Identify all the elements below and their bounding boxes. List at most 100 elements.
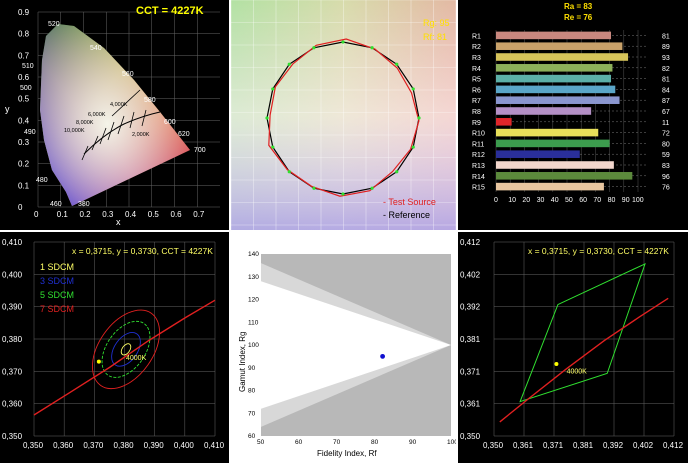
hue-bin-marker bbox=[341, 192, 345, 196]
cie-y-tick: 0.1 bbox=[18, 181, 30, 190]
bin-x-tick: 0,350 bbox=[483, 441, 504, 450]
sdcm-y-tick-labels: 0,410 0,400 0,390 0,380 0,370 0,360 0,350 bbox=[2, 238, 23, 441]
bar-value-label: 96 bbox=[662, 174, 670, 181]
rf-rg-y-tick: 90 bbox=[248, 365, 256, 372]
bar-category-label: R2 bbox=[472, 44, 481, 51]
cri-bar bbox=[496, 139, 610, 148]
wl-380: 380 bbox=[78, 201, 90, 208]
wl-460: 460 bbox=[50, 201, 62, 208]
sdcm-legend-7: 7 SDCM bbox=[40, 304, 74, 314]
rf-rg-x-tick: 90 bbox=[409, 439, 417, 446]
bar-category-label: R7 bbox=[472, 98, 481, 105]
bar-value-label: 72 bbox=[662, 131, 670, 138]
bar-value-label: 11 bbox=[662, 120, 669, 127]
hue-bin-marker bbox=[370, 46, 374, 50]
bar-value-label: 89 bbox=[662, 44, 670, 51]
rf-rg-x-tick: 50 bbox=[257, 439, 265, 446]
sdcm-y-tick: 0,400 bbox=[2, 270, 23, 279]
cri-bar bbox=[496, 64, 613, 72]
cct-scale-labels: 4,000K 6,000K 8,000K 10,000K 2,000K bbox=[64, 102, 150, 138]
bin-x-tick-labels: 0,350 0,361 0,371 0,381 0,392 0,402 0,412 bbox=[483, 441, 684, 450]
sdcm-x-tick: 0,400 bbox=[174, 441, 195, 450]
wl-490: 490 bbox=[24, 129, 36, 136]
rf-rg-y-tick: 80 bbox=[248, 388, 256, 395]
cie-x-tick: 0.2 bbox=[80, 210, 92, 219]
cct-label-10000k: 10,000K bbox=[64, 128, 85, 134]
wl-700: 700 bbox=[194, 147, 206, 154]
bar-value-label: 80 bbox=[662, 141, 670, 148]
bar-category-label: R5 bbox=[472, 77, 481, 84]
bar-x-tick: 100 bbox=[632, 197, 644, 204]
hue-bin-marker bbox=[341, 40, 345, 44]
sdcm-chart: 4000K x = 0,3715, y = 0,3730, CCT = 4227… bbox=[2, 238, 225, 450]
bin-planckian-locus bbox=[499, 297, 669, 423]
rf-rg-y-tick-labels: 140 130 120 110 100 90 80 70 60 bbox=[248, 251, 259, 440]
sdcm-y-tick: 0,350 bbox=[2, 432, 23, 441]
bar-value-label: 76 bbox=[662, 185, 670, 192]
sdcm-measured-point bbox=[96, 359, 101, 364]
bin-y-tick-labels: 0,412 0,402 0,392 0,381 0,371 0,361 0,350 bbox=[460, 238, 481, 441]
bar-value-label: 82 bbox=[662, 66, 670, 73]
test-source-polygon bbox=[268, 38, 420, 197]
bin-y-tick: 0,392 bbox=[460, 303, 481, 312]
sdcm-ellipse bbox=[92, 309, 161, 390]
rf-rg-y-tick: 60 bbox=[248, 433, 256, 440]
cct-label-2000k: 2,000K bbox=[132, 132, 150, 138]
bar-category-label: R13 bbox=[472, 163, 485, 170]
hue-bin-marker bbox=[265, 116, 269, 120]
cct-label-8000k: 8,000K bbox=[76, 120, 94, 126]
bin-y-tick: 0,412 bbox=[460, 238, 481, 247]
cri-bar bbox=[496, 85, 616, 94]
bar-x-tick: 70 bbox=[593, 197, 601, 204]
hue-bin-marker bbox=[395, 62, 399, 66]
hue-bin-markers bbox=[265, 40, 421, 196]
cri-bar bbox=[496, 53, 629, 61]
sdcm-4000k-annotation: 4000K bbox=[126, 355, 147, 362]
bar-x-tick: 10 bbox=[508, 197, 516, 204]
bar-value-label: 87 bbox=[662, 98, 670, 105]
bin-y-tick: 0,350 bbox=[460, 432, 481, 441]
rf-rg-y-tick: 130 bbox=[248, 274, 259, 281]
bar-x-tick: 0 bbox=[494, 197, 498, 204]
cri-bar bbox=[496, 161, 614, 169]
cie-y-tick: 0.4 bbox=[18, 116, 30, 125]
sdcm-ellipse bbox=[111, 332, 141, 367]
cie-y-tick: 0.3 bbox=[18, 138, 30, 147]
bar-category-label: R6 bbox=[472, 87, 481, 94]
rg-axis-label: Gamut Index, Rg bbox=[238, 332, 247, 392]
bin-x-tick: 0,412 bbox=[663, 441, 684, 450]
cie-x-tick: 0.1 bbox=[57, 210, 69, 219]
hue-bin-marker bbox=[395, 170, 399, 174]
rf-value-label: Rf: 81 bbox=[423, 32, 447, 42]
bin-y-tick: 0,381 bbox=[460, 335, 481, 344]
bar-value-label: 67 bbox=[662, 109, 670, 116]
cct-label-4000k: 4,000K bbox=[110, 102, 128, 108]
cie-x-tick-labels: 0 0.1 0.2 0.3 0.4 0.5 0.6 0.7 bbox=[34, 210, 205, 219]
cie-diagram: CCT = 4227K y x 520 540 560 580 600 620 … bbox=[5, 5, 220, 227]
sdcm-panel: 4000K x = 0,3715, y = 0,3730, CCT = 4227… bbox=[0, 232, 229, 463]
rf-rg-y-tick: 120 bbox=[248, 297, 259, 304]
cri-bar-chart-panel: Ra = 83 Re = 76 R1 81 R2 89 R3 93 R4 82 R5 81 R6 84… bbox=[458, 0, 688, 230]
wavelength-labels: 520 540 560 580 600 620 700 510 500 490 … bbox=[20, 21, 206, 208]
sdcm-legend: 1 SDCM 3 SDCM 5 SDCM 7 SDCM bbox=[40, 262, 74, 314]
rf-rg-y-tick: 70 bbox=[248, 410, 256, 417]
cie-y-tick: 0.9 bbox=[18, 8, 30, 17]
bin-measured-point bbox=[554, 362, 559, 367]
bar-category-label: R10 bbox=[472, 131, 485, 138]
bar-category-label: R4 bbox=[472, 66, 481, 73]
hue-bin-marker bbox=[417, 116, 421, 120]
binning-panel: 4000K x = 0,3715, y = 0,3730, CCT = 4227… bbox=[458, 232, 688, 463]
bar-rows: R1 81 R2 89 R3 93 R4 82 R5 81 R6 84 R7 87 R8 67 R9 11 R10 7… bbox=[472, 31, 670, 192]
sdcm-ellipses bbox=[92, 309, 161, 390]
bar-x-tick: 90 bbox=[622, 197, 630, 204]
legend-test-source: - Test Source bbox=[383, 197, 436, 207]
cri-bar bbox=[496, 182, 604, 191]
cvg-grid bbox=[231, 0, 456, 230]
cri-bar bbox=[496, 31, 612, 40]
cie-y-tick: 0.7 bbox=[18, 51, 30, 60]
rf-rg-y-tick: 140 bbox=[248, 251, 259, 258]
rf-rg-y-tick: 110 bbox=[248, 319, 259, 326]
bin-x-tick: 0,361 bbox=[513, 441, 534, 450]
binning-chart: 4000K x = 0,3715, y = 0,3730, CCT = 4227… bbox=[460, 238, 684, 450]
